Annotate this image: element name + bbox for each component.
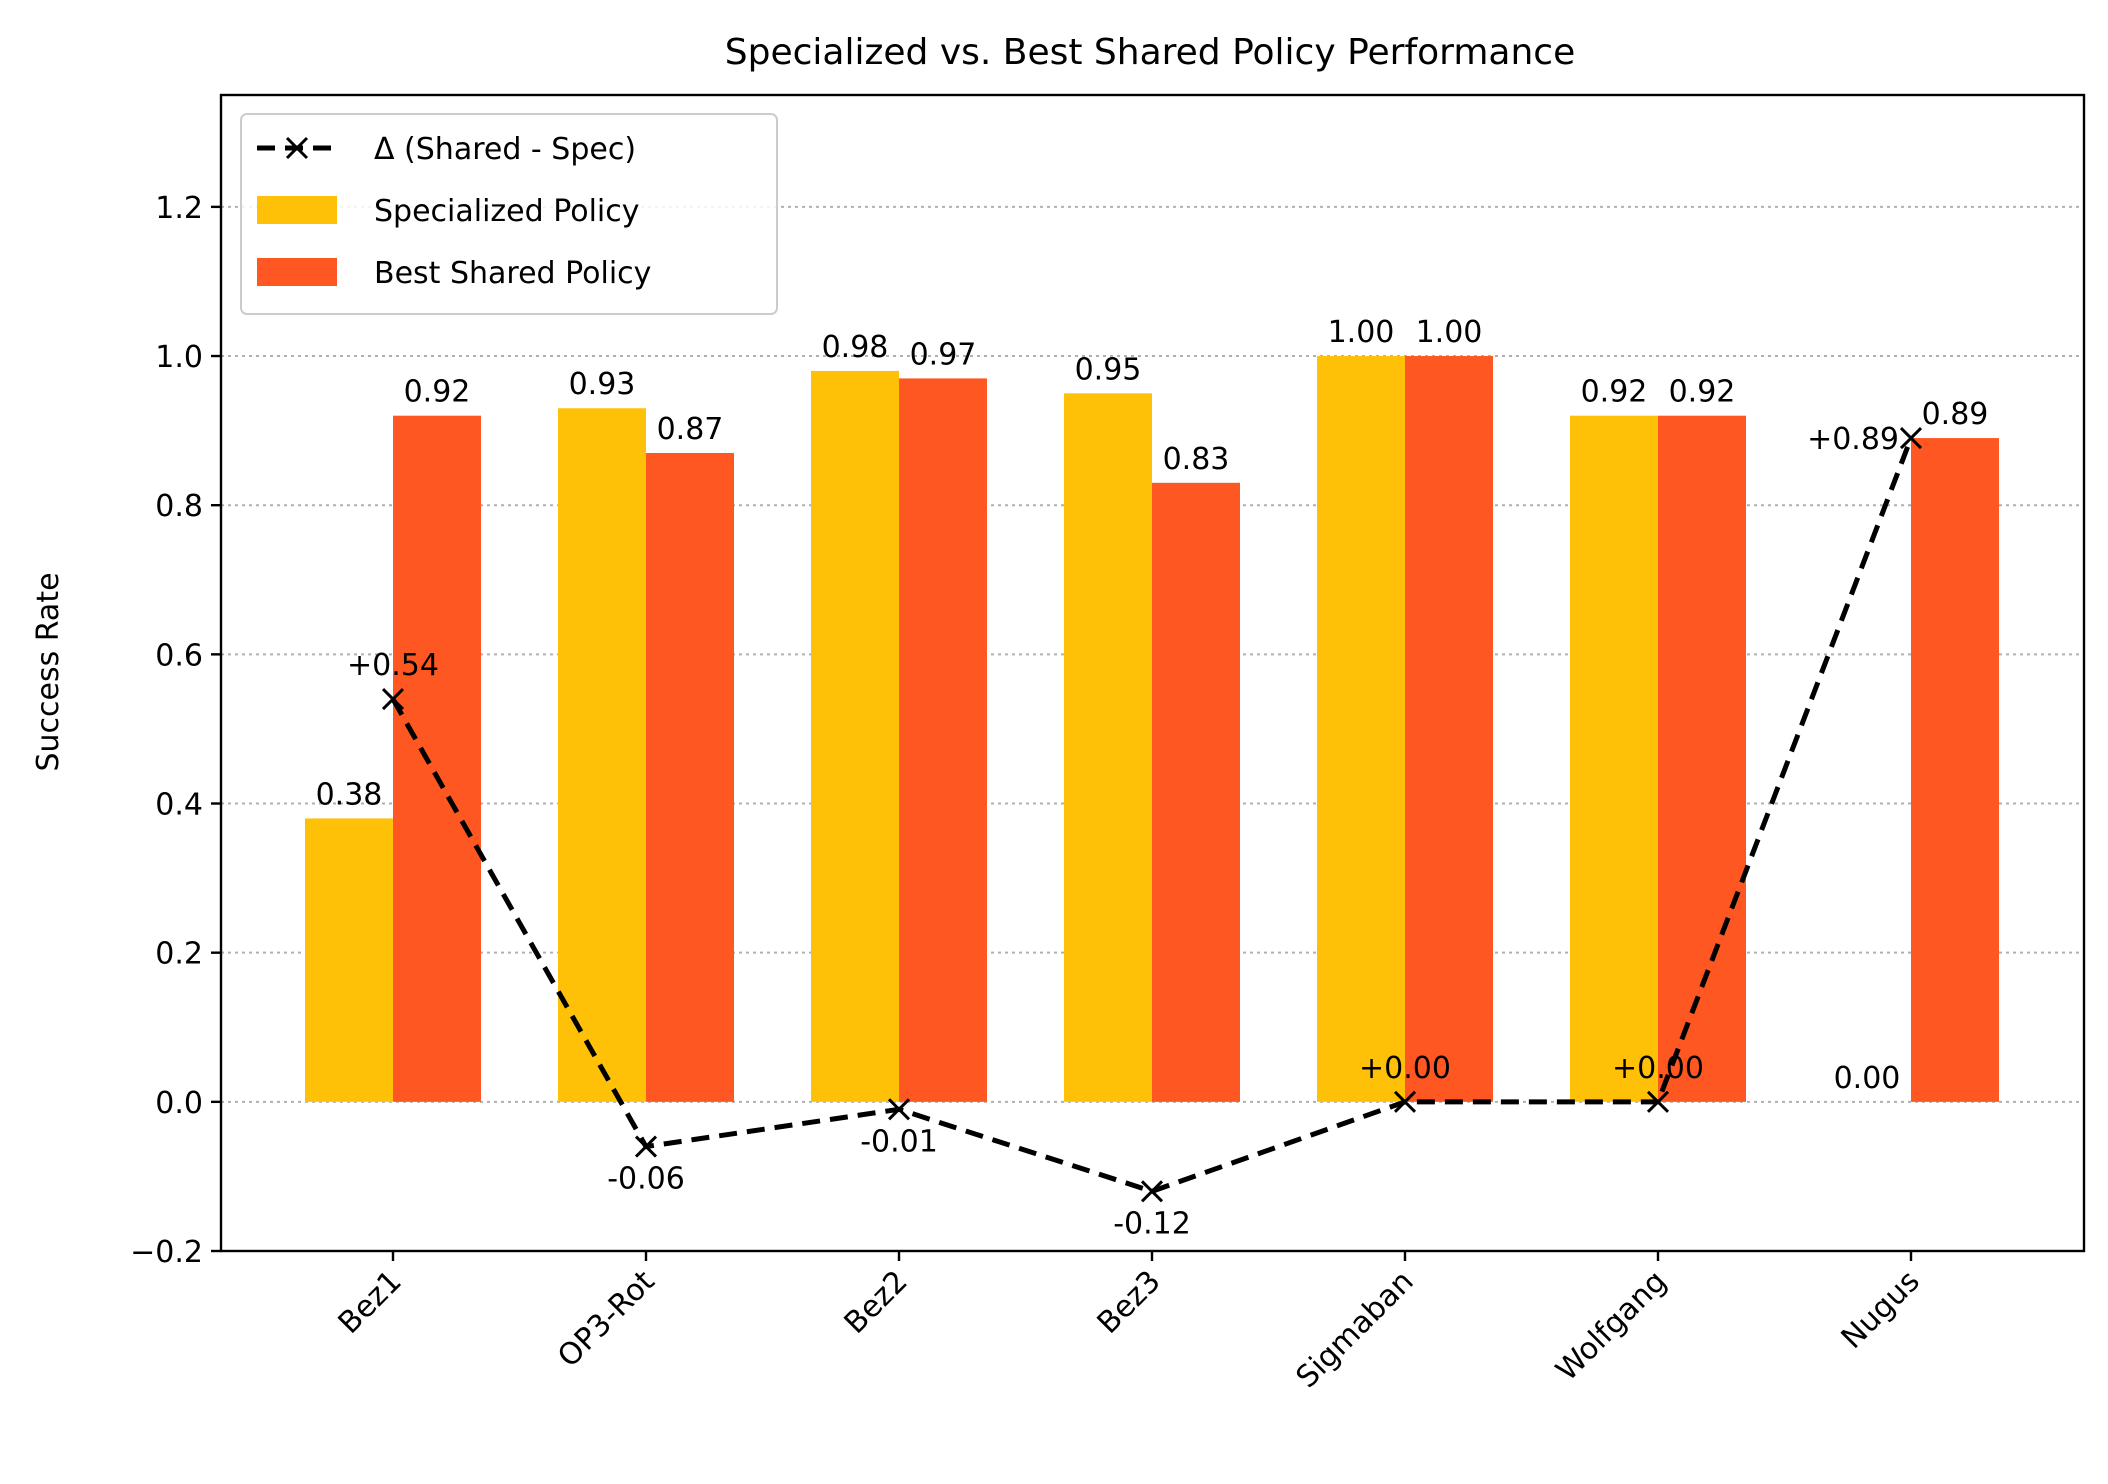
legend-label: Δ (Shared - Spec) [374, 132, 636, 167]
delta-value-label: -0.01 [860, 1124, 938, 1159]
bar-value-label: 0.38 [316, 777, 383, 812]
x-tick-label: Bez1 [332, 1264, 409, 1341]
delta-line-layer: +0.54 -0.06 -0.01 -0.12 +0.00 +0.00 +0.89 [347, 422, 1923, 1241]
legend-marker-stroke [285, 136, 309, 160]
legend-bar-swatch [257, 258, 337, 286]
bar-value-label: 0.00 [1834, 1061, 1901, 1096]
x-tick-label: Bez2 [838, 1264, 915, 1341]
delta-value-label: +0.00 [1359, 1051, 1451, 1086]
y-tick-label: 1.2 [155, 191, 203, 226]
legend-label: Specialized Policy [374, 194, 640, 229]
bar-specialized [1064, 393, 1152, 1102]
bar-value-label: 0.92 [404, 375, 471, 410]
y-tick-label: 0.6 [155, 638, 203, 673]
bar-shared [899, 378, 987, 1102]
bar-value-label: 0.93 [569, 367, 636, 402]
delta-marker-stroke [1393, 1090, 1417, 1113]
bar-value-label: 0.95 [1075, 352, 1142, 387]
delta-value-label: -0.12 [1113, 1206, 1191, 1241]
legend-label: Best Shared Policy [374, 256, 651, 291]
bar-value-label: 0.92 [1669, 375, 1736, 410]
chart-title: Specialized vs. Best Shared Policy Perfo… [725, 32, 1575, 73]
legend-bar-swatch [257, 196, 337, 224]
bar-shared [1405, 356, 1493, 1102]
delta-value-label: +0.54 [347, 648, 439, 683]
bar-shared [1658, 415, 1746, 1102]
bar-labels-layer: 0.38 0.93 0.98 0.95 1.00 0.92 0.00 0.92 0.87 0.97… [316, 315, 1989, 1096]
bar-specialized [811, 370, 899, 1102]
delta-marker-stroke [1646, 1090, 1670, 1113]
bar-value-label: 0.97 [910, 337, 977, 372]
delta-value-label: +0.00 [1612, 1051, 1704, 1086]
x-tick-label: OP3-Rot [551, 1264, 662, 1375]
bar-value-label: 0.92 [1581, 375, 1648, 410]
bar-value-label: 0.98 [822, 330, 889, 365]
delta-marker [634, 1135, 658, 1158]
bar-specialized [558, 408, 646, 1102]
x-tick-label: Wolfgang [1549, 1264, 1673, 1388]
delta-marker [887, 1098, 911, 1121]
y-tick-label: 0.4 [155, 788, 203, 823]
bar-value-label: 0.83 [1163, 442, 1230, 477]
bar-shared [1152, 482, 1240, 1102]
bar-shared [393, 415, 481, 1102]
bar-value-label: 1.00 [1416, 315, 1483, 350]
y-tick-label: 0.0 [155, 1086, 203, 1121]
y-tick-label: 0.8 [155, 489, 203, 524]
delta-marker [1140, 1180, 1164, 1203]
bar-value-label: 0.89 [1922, 397, 1989, 432]
x-tick-label: Nugus [1835, 1264, 1927, 1356]
delta-value-label: +0.89 [1807, 422, 1899, 457]
bar-specialized [1317, 356, 1405, 1102]
delta-marker [1393, 1090, 1417, 1113]
x-tick-label: Sigmaban [1290, 1264, 1421, 1395]
bar-value-label: 0.87 [657, 412, 724, 447]
legend-box [240, 113, 778, 315]
bar-value-label: 1.00 [1328, 315, 1395, 350]
delta-marker [1899, 427, 1923, 450]
bar-specialized [305, 818, 393, 1102]
delta-marker-stroke [1899, 427, 1923, 450]
delta-value-label: -0.06 [607, 1162, 685, 1197]
bar-shared [646, 452, 734, 1102]
y-tick-label: 1.0 [155, 340, 203, 375]
delta-marker-stroke [634, 1135, 658, 1158]
delta-marker-stroke [887, 1098, 911, 1121]
bar-shared [1911, 438, 1999, 1102]
bars-layer [305, 356, 1999, 1102]
delta-marker-stroke [381, 688, 405, 711]
legend: Δ (Shared - Spec) Specialized Policy Best … [240, 113, 778, 315]
y-axis-title: Success Rate [31, 572, 66, 771]
x-tick-label: Bez3 [1091, 1264, 1168, 1341]
delta-marker [1646, 1090, 1670, 1113]
delta-marker [381, 688, 405, 711]
delta-marker-stroke [1140, 1180, 1164, 1203]
y-tick-label: 0.2 [155, 937, 203, 972]
bar-specialized [1570, 415, 1658, 1102]
y-tick-label: −0.2 [130, 1235, 203, 1270]
